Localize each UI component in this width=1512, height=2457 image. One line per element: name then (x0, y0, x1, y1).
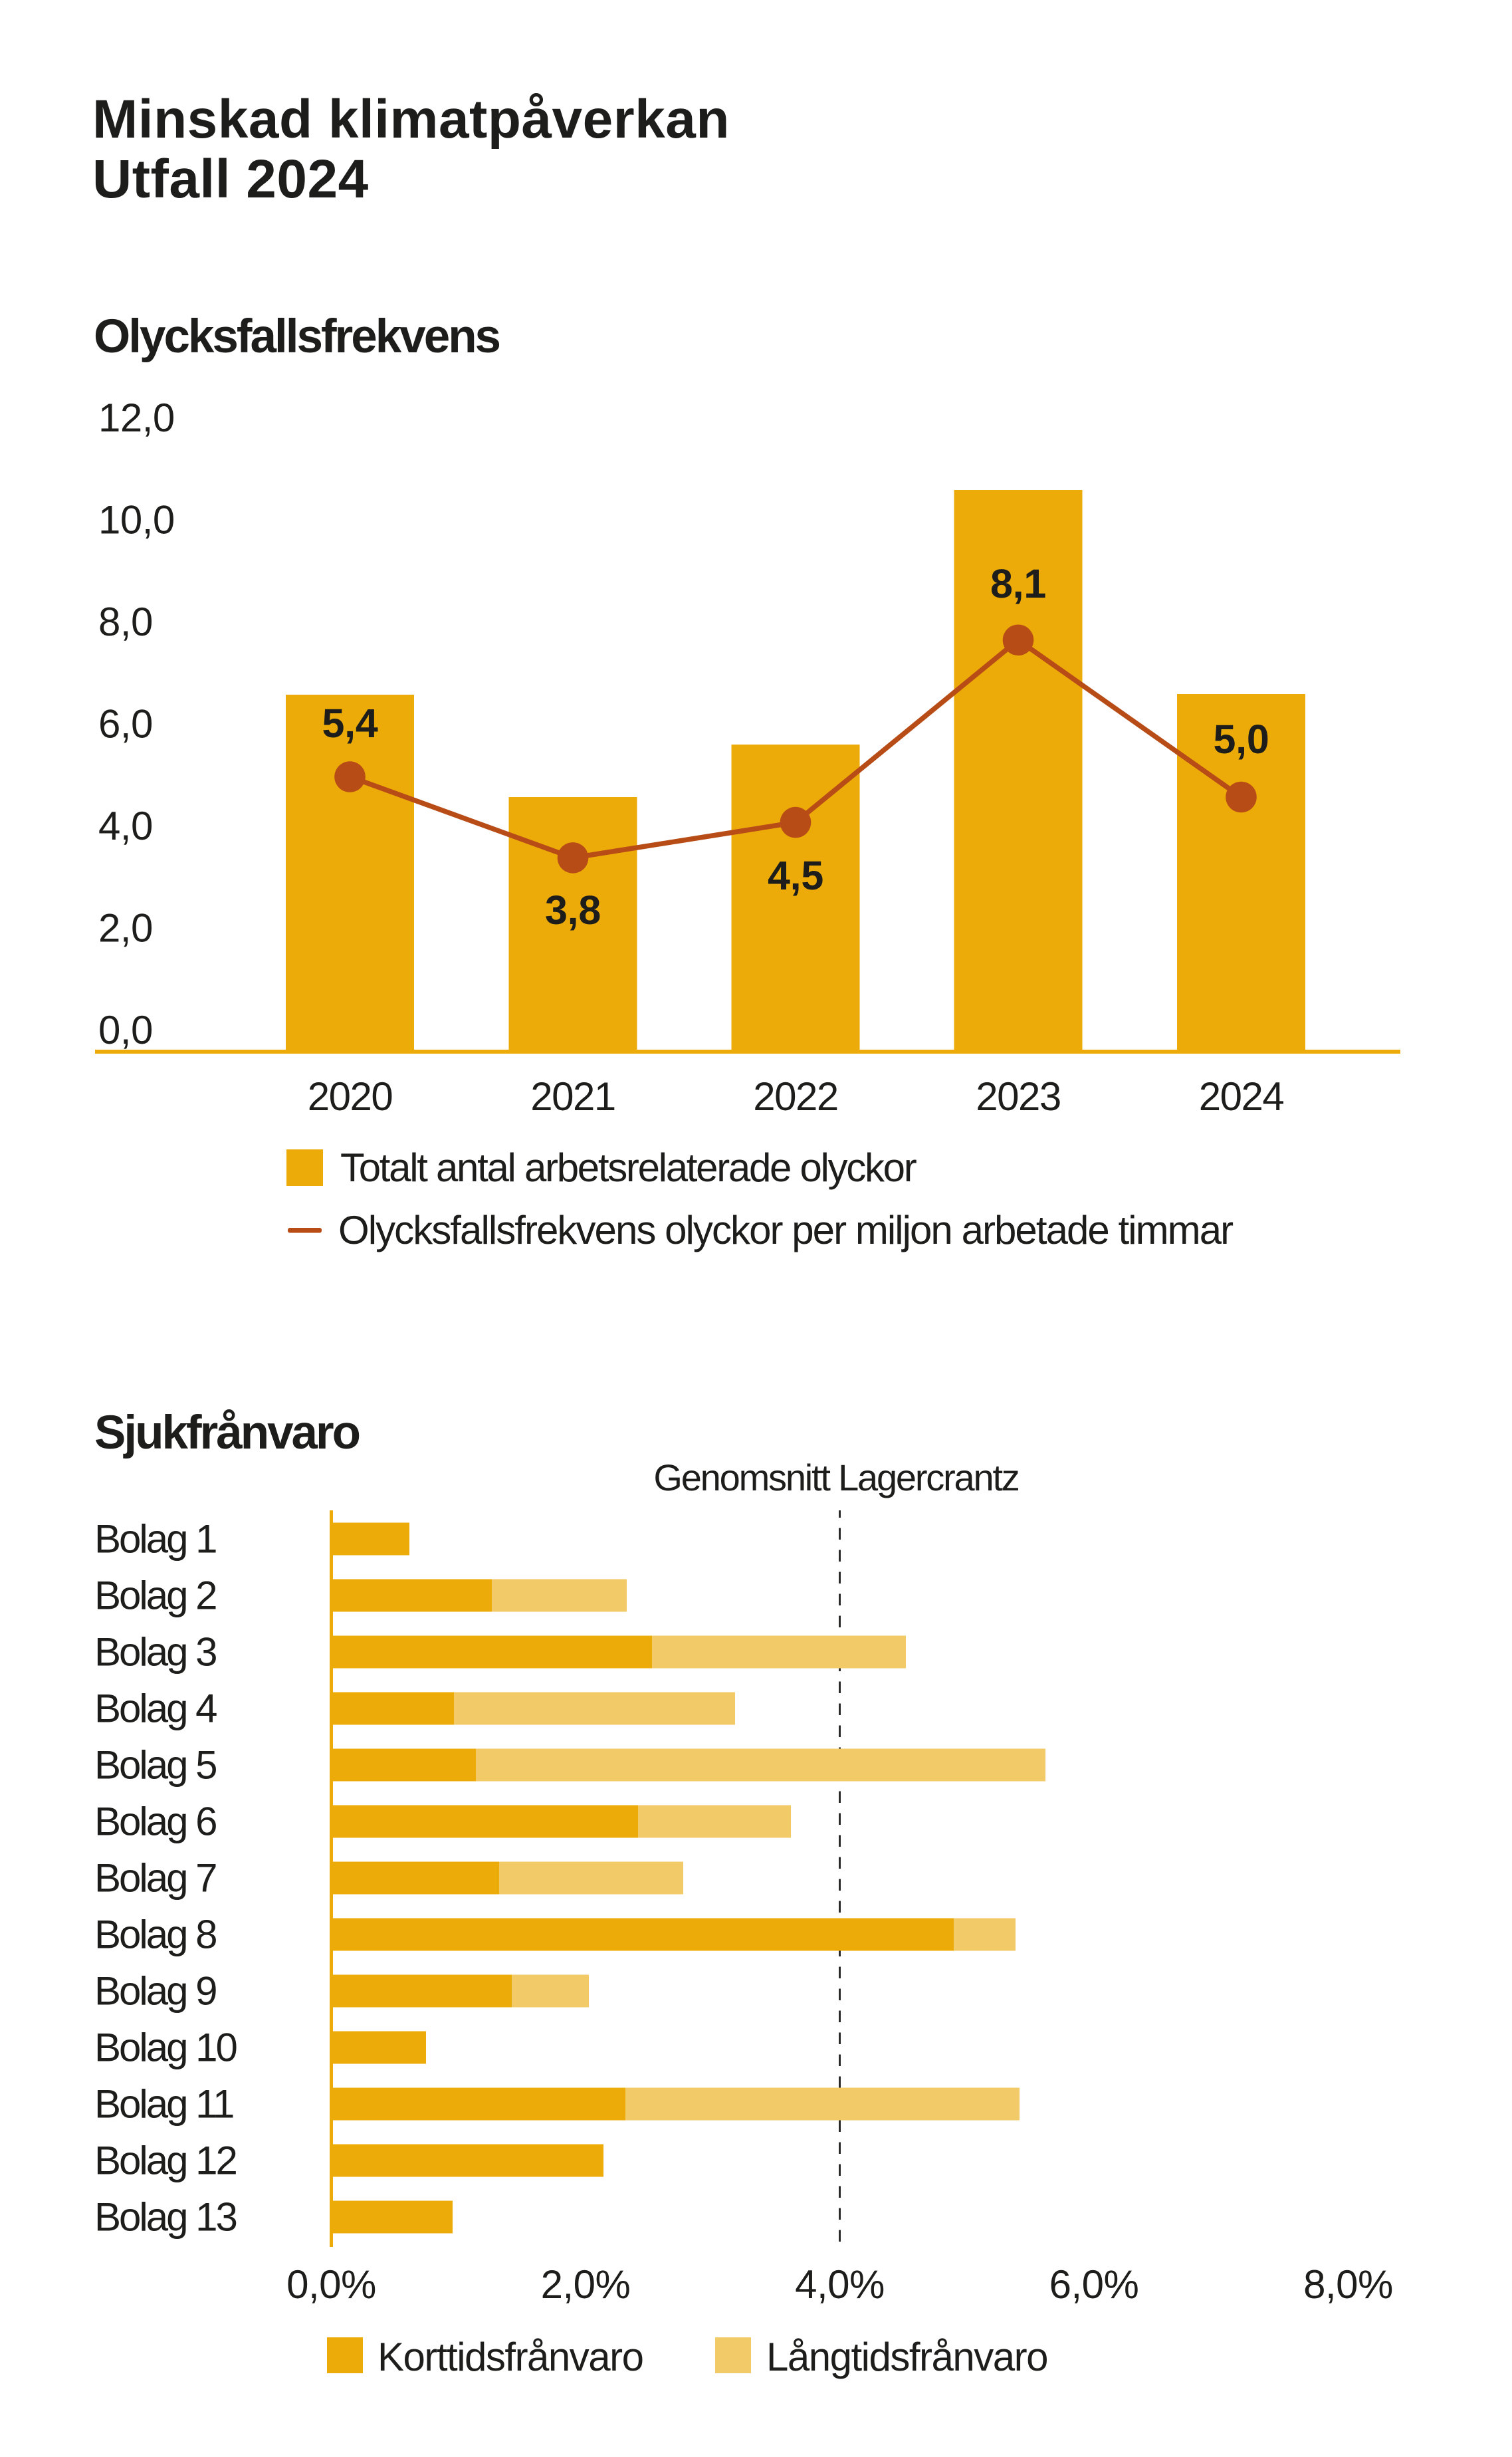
svg-text:2022: 2022 (753, 1074, 837, 1119)
svg-text:Bolag 13: Bolag 13 (94, 2195, 236, 2240)
svg-text:Olycksfallsfrekvens: Olycksfallsfrekvens (94, 310, 500, 363)
svg-text:Minskad klimatpåverkan: Minskad klimatpåverkan (92, 89, 730, 150)
svg-text:8,0%: 8,0% (1303, 2262, 1393, 2307)
svg-text:2024: 2024 (1199, 1074, 1284, 1119)
svg-text:5,0: 5,0 (1214, 717, 1269, 762)
svg-text:Bolag 12: Bolag 12 (94, 2139, 236, 2183)
svg-text:6,0%: 6,0% (1049, 2262, 1139, 2307)
svg-text:Olycksfallsfrekvens olyckor pe: Olycksfallsfrekvens olyckor per miljon a… (338, 1208, 1233, 1252)
svg-text:8,0: 8,0 (98, 600, 153, 644)
svg-text:0,0: 0,0 (98, 1008, 153, 1052)
svg-text:2021: 2021 (530, 1074, 615, 1119)
svg-text:10,0: 10,0 (98, 498, 175, 542)
svg-text:Bolag 2: Bolag 2 (94, 1574, 216, 1618)
svg-text:2,0: 2,0 (98, 906, 153, 951)
svg-text:Korttidsfrånvaro: Korttidsfrånvaro (378, 2335, 643, 2379)
svg-text:Totalt antal arbetsrelaterade: Totalt antal arbetsrelaterade olyckor (340, 1145, 917, 1190)
svg-text:Bolag 5: Bolag 5 (94, 1743, 216, 1788)
svg-text:Utfall 2024: Utfall 2024 (92, 149, 369, 209)
svg-text:Bolag 1: Bolag 1 (94, 1517, 216, 1562)
svg-text:Bolag 8: Bolag 8 (94, 1913, 216, 1957)
svg-text:2,0%: 2,0% (541, 2262, 631, 2307)
svg-text:2023: 2023 (976, 1074, 1060, 1119)
svg-text:Bolag 4: Bolag 4 (94, 1687, 217, 1731)
svg-text:2020: 2020 (308, 1074, 393, 1119)
svg-text:Bolag 11: Bolag 11 (94, 2082, 233, 2127)
svg-text:Bolag 9: Bolag 9 (94, 1969, 216, 2014)
svg-text:6,0: 6,0 (98, 702, 153, 747)
svg-text:Bolag 3: Bolag 3 (94, 1630, 216, 1675)
svg-text:Långtidsfrånvaro: Långtidsfrånvaro (766, 2335, 1047, 2379)
svg-text:Bolag 10: Bolag 10 (94, 2026, 237, 2070)
svg-text:Genomsnitt Lagercrantz: Genomsnitt Lagercrantz (653, 1457, 1018, 1498)
svg-text:Sjukfrånvaro: Sjukfrånvaro (94, 1407, 360, 1459)
svg-text:Bolag 7: Bolag 7 (94, 1856, 216, 1901)
svg-text:0,0%: 0,0% (286, 2262, 376, 2307)
svg-text:12,0: 12,0 (98, 396, 175, 440)
svg-text:3,8: 3,8 (545, 887, 601, 933)
svg-text:4,0: 4,0 (98, 804, 153, 848)
svg-text:Bolag 6: Bolag 6 (94, 1800, 216, 1844)
svg-text:5,4: 5,4 (322, 701, 378, 746)
svg-text:4,0%: 4,0% (795, 2262, 885, 2307)
svg-text:8,1: 8,1 (990, 561, 1046, 606)
svg-text:4,5: 4,5 (768, 853, 823, 898)
